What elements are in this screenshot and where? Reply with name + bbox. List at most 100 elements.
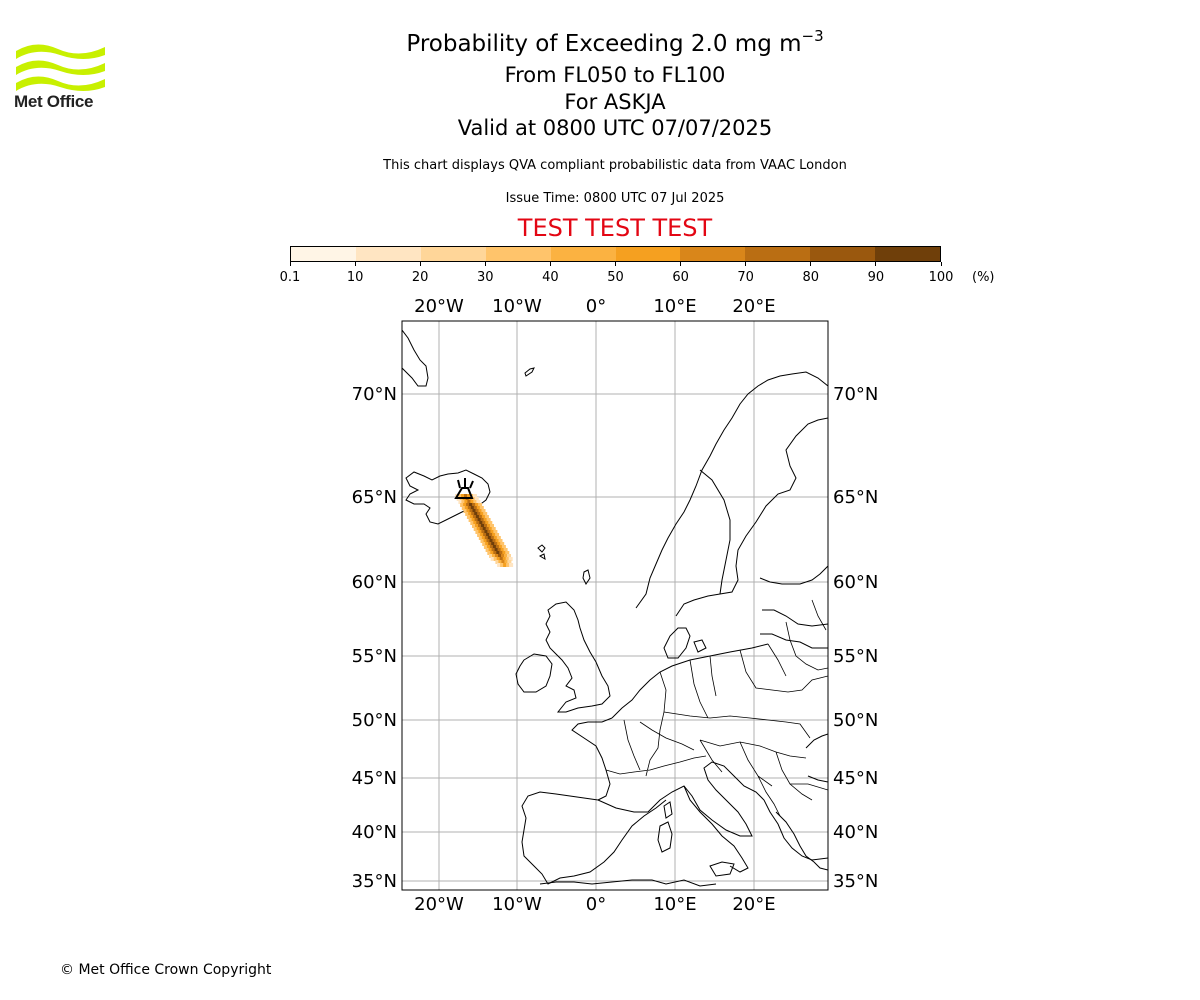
plume-cell xyxy=(492,533,497,537)
colorbar-tick-label: 90 xyxy=(867,270,885,285)
plume-cell xyxy=(472,503,477,507)
plume-cell xyxy=(466,515,471,519)
plume-cell xyxy=(471,497,476,501)
plume-cell xyxy=(505,551,510,555)
plume-cell xyxy=(458,500,463,504)
plume-cell xyxy=(470,500,475,504)
plume-cell xyxy=(475,515,480,519)
colorbar-segment xyxy=(875,247,941,261)
plume-cell xyxy=(487,551,492,555)
plume-cell xyxy=(479,506,484,510)
plume-cell xyxy=(483,539,488,543)
plume-cell xyxy=(490,524,494,528)
longitude-label: 20°W xyxy=(414,894,464,915)
latitude-label: 40°N xyxy=(352,822,397,843)
plume-cell xyxy=(475,503,480,507)
copyright-notice: © Met Office Crown Copyright xyxy=(60,962,272,978)
plume-cell xyxy=(489,554,493,558)
plume-cell xyxy=(484,524,488,528)
plume-cell xyxy=(482,542,487,546)
denmark-coast xyxy=(663,627,707,659)
longitude-label: 20°W xyxy=(414,296,464,317)
colorbar-tick-label: 50 xyxy=(607,270,624,285)
plume-cell xyxy=(490,551,495,555)
plume-cell xyxy=(482,527,487,531)
plume-cell xyxy=(483,533,488,537)
colorbar-segment xyxy=(615,247,681,261)
plume-cell xyxy=(490,536,495,540)
plume-cell xyxy=(477,533,482,537)
plume-cell xyxy=(488,548,493,552)
colorbar-tick-label: 10 xyxy=(346,270,364,285)
longitude-label: 10°E xyxy=(653,296,696,317)
plume-cell xyxy=(504,560,509,564)
plume-cell xyxy=(497,563,502,567)
plume-cell xyxy=(489,545,494,549)
colorbar-tick-label: 40 xyxy=(542,270,559,285)
plume-cell xyxy=(491,542,496,546)
plume-cell xyxy=(493,536,498,540)
plume-cell xyxy=(464,500,469,504)
plume-cell xyxy=(504,554,508,558)
plume-cell xyxy=(491,527,496,531)
finland-coast xyxy=(759,565,828,585)
colorbar-tick xyxy=(940,262,942,266)
longitude-label: 0° xyxy=(586,296,606,317)
latitude-label: 70°N xyxy=(833,384,878,405)
plume-cell xyxy=(503,563,508,567)
colorbar-tick xyxy=(810,262,812,266)
plume-cell xyxy=(509,563,514,567)
plume-cell xyxy=(464,506,469,510)
graticule xyxy=(402,321,828,890)
plume-cell xyxy=(480,512,485,516)
plume-cell xyxy=(476,521,481,525)
plume-cell xyxy=(477,512,482,516)
plume-cell xyxy=(481,536,486,540)
plume-cell xyxy=(473,521,478,525)
plume-cell xyxy=(495,533,500,537)
colorbar-tick-label: 70 xyxy=(737,270,754,285)
plume-cell xyxy=(493,557,498,561)
colorbar-tick-label: 60 xyxy=(672,270,689,285)
plume-cell xyxy=(498,545,503,549)
sicily xyxy=(709,861,735,877)
colorbar-segment xyxy=(485,247,551,261)
plume-cell xyxy=(468,518,473,522)
plume-cell xyxy=(481,524,485,528)
plume-cell xyxy=(473,527,478,531)
plume-cell xyxy=(478,515,483,519)
plume-cell xyxy=(492,554,496,558)
plume-cell xyxy=(473,500,478,504)
plume-cell xyxy=(466,509,471,513)
plume-cell xyxy=(493,530,498,534)
plume-cell xyxy=(501,560,506,564)
plume-cell xyxy=(476,506,481,510)
land-borders xyxy=(605,599,828,817)
plume-cell xyxy=(471,512,476,516)
plume-cell xyxy=(458,494,462,498)
plume-cell xyxy=(484,530,489,534)
plume-cell xyxy=(475,509,480,513)
plume-cell xyxy=(488,521,493,525)
plume-cell xyxy=(492,539,497,543)
plume-cell xyxy=(483,518,488,522)
colorbar-tick-label: 80 xyxy=(802,270,820,285)
colorbar-tick xyxy=(354,262,356,266)
italy-coast xyxy=(683,785,749,873)
latitude-label: 35°N xyxy=(352,871,397,892)
colorbar-segment xyxy=(420,247,486,261)
plume-cell xyxy=(499,551,504,555)
colorbar-tick xyxy=(680,262,682,266)
plume-cell xyxy=(495,545,500,549)
france-atlantic xyxy=(571,717,613,801)
plume-cell xyxy=(478,503,483,507)
colorbar-segment xyxy=(680,247,746,261)
probability-colorbar xyxy=(290,246,941,262)
plume-cell xyxy=(479,527,484,531)
plume-cell xyxy=(495,560,500,564)
corsica xyxy=(663,801,673,819)
latitude-label: 65°N xyxy=(833,487,878,508)
great-britain-coast xyxy=(545,601,611,713)
faroe-islands xyxy=(537,544,546,561)
plume-cell xyxy=(488,542,493,546)
